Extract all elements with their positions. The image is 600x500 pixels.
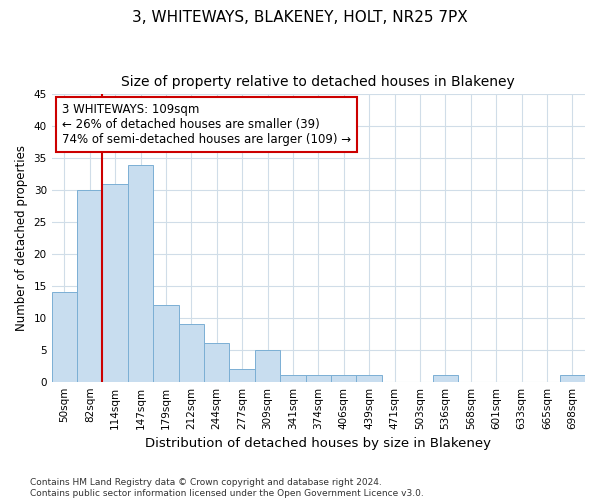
Text: 3 WHITEWAYS: 109sqm
← 26% of detached houses are smaller (39)
74% of semi-detach: 3 WHITEWAYS: 109sqm ← 26% of detached ho… bbox=[62, 103, 352, 146]
Bar bbox=[128, 164, 153, 382]
Text: Contains HM Land Registry data © Crown copyright and database right 2024.
Contai: Contains HM Land Registry data © Crown c… bbox=[30, 478, 424, 498]
Bar bbox=[179, 324, 204, 382]
Text: 3, WHITEWAYS, BLAKENEY, HOLT, NR25 7PX: 3, WHITEWAYS, BLAKENEY, HOLT, NR25 7PX bbox=[132, 10, 468, 25]
Bar bbox=[153, 305, 179, 382]
Bar bbox=[560, 376, 585, 382]
Bar bbox=[255, 350, 280, 382]
X-axis label: Distribution of detached houses by size in Blakeney: Distribution of detached houses by size … bbox=[145, 437, 491, 450]
Bar bbox=[52, 292, 77, 382]
Title: Size of property relative to detached houses in Blakeney: Size of property relative to detached ho… bbox=[121, 75, 515, 89]
Bar bbox=[204, 344, 229, 382]
Bar bbox=[77, 190, 103, 382]
Bar bbox=[280, 376, 305, 382]
Bar bbox=[433, 376, 458, 382]
Bar bbox=[356, 376, 382, 382]
Bar bbox=[229, 369, 255, 382]
Bar bbox=[305, 376, 331, 382]
Bar bbox=[103, 184, 128, 382]
Y-axis label: Number of detached properties: Number of detached properties bbox=[15, 145, 28, 331]
Bar bbox=[331, 376, 356, 382]
